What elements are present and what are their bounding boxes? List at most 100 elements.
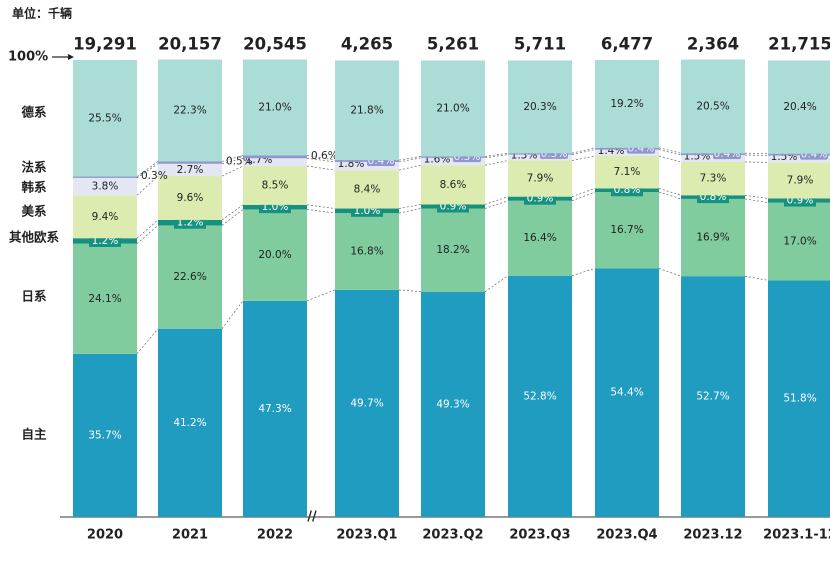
connector — [399, 204, 421, 208]
value-label: 16.8% — [350, 245, 383, 257]
total-label: 6,477 — [601, 35, 653, 54]
connector — [485, 276, 508, 292]
value-label: 16.7% — [610, 224, 643, 236]
value-label: 22.6% — [173, 271, 206, 283]
connector — [137, 220, 158, 238]
value-label: 0.6% — [311, 150, 338, 162]
arrow-head — [68, 54, 74, 60]
value-label: 51.8% — [783, 393, 816, 405]
value-label: 3.8% — [92, 181, 119, 193]
connector — [137, 329, 158, 354]
series-label: 法系 — [21, 160, 47, 175]
value-label: 8.5% — [262, 179, 289, 191]
connector — [399, 165, 421, 170]
value-label: 24.1% — [88, 293, 121, 305]
value-label: 20.4% — [783, 101, 816, 113]
total-label: 5,711 — [514, 35, 566, 54]
bar-segment — [158, 161, 222, 163]
value-label: 21.0% — [436, 102, 469, 114]
value-label: 7.9% — [787, 174, 814, 186]
unit-label: 单位：千辆 — [12, 6, 72, 21]
value-label: 49.7% — [350, 397, 383, 409]
connector — [572, 150, 595, 155]
connector — [572, 156, 595, 161]
value-label: 7.3% — [700, 173, 727, 185]
connector — [485, 197, 508, 205]
series-label: 美系 — [21, 204, 47, 219]
value-label: 35.7% — [88, 429, 121, 441]
connector — [659, 156, 681, 162]
value-label: 7.9% — [527, 173, 554, 185]
connector — [137, 225, 158, 243]
series-label: 德系 — [21, 105, 47, 120]
value-label: 8.6% — [440, 179, 467, 191]
value-label: 49.3% — [436, 398, 469, 410]
connector — [485, 155, 508, 158]
x-tick-label: 2023.Q4 — [596, 528, 657, 543]
value-label: 16.4% — [523, 232, 556, 244]
value-label: 21.0% — [258, 102, 291, 114]
value-label: 16.9% — [696, 232, 729, 244]
value-label: 54.4% — [610, 387, 643, 399]
value-label: 18.2% — [436, 244, 469, 256]
value-label: 25.5% — [88, 112, 121, 124]
x-tick-label: 2023.1-12 — [763, 528, 830, 543]
connector — [659, 192, 681, 199]
connector — [485, 161, 508, 166]
value-label: 52.8% — [523, 390, 556, 402]
x-tick-label: 2023.Q2 — [422, 528, 483, 543]
y-tick-label: 100% — [8, 50, 48, 65]
connector — [485, 153, 508, 156]
connector — [399, 156, 421, 160]
x-tick-label: 2020 — [87, 528, 123, 543]
connector — [659, 150, 681, 155]
series-label: 自主 — [21, 427, 47, 442]
value-label: 17.0% — [783, 235, 816, 247]
x-tick-label: 2023.Q1 — [336, 528, 397, 543]
total-label: 21,715 — [768, 35, 830, 54]
connector — [572, 188, 595, 196]
x-tick-label: 2023.Q3 — [509, 528, 570, 543]
connector — [659, 188, 681, 195]
series-label: 韩系 — [21, 180, 47, 195]
connector — [307, 209, 335, 213]
connector — [399, 290, 421, 292]
series-label: 其他欧系 — [9, 230, 60, 245]
connector — [745, 199, 768, 203]
x-tick-label: 2021 — [172, 528, 208, 543]
value-label: 2.7% — [177, 164, 204, 176]
value-label: 7.1% — [614, 166, 641, 178]
value-label: 21.8% — [350, 104, 383, 116]
value-label: 52.7% — [696, 391, 729, 403]
total-label: 4,265 — [341, 35, 393, 54]
connector — [307, 205, 335, 209]
connector — [659, 148, 681, 153]
value-label: 9.4% — [92, 211, 119, 223]
value-label: 20.5% — [696, 100, 729, 112]
value-label: 22.3% — [173, 104, 206, 116]
series-label: 日系 — [21, 289, 47, 304]
total-label: 5,261 — [427, 35, 479, 54]
connector — [399, 209, 421, 214]
connector — [572, 268, 595, 275]
value-label: 20.3% — [523, 101, 556, 113]
connector — [222, 301, 243, 329]
connector — [307, 166, 335, 170]
connector — [745, 276, 768, 280]
connector — [307, 290, 335, 301]
value-label: 9.6% — [177, 192, 204, 204]
value-label: 47.3% — [258, 403, 291, 415]
connector — [485, 201, 508, 209]
x-tick-label: 2023.12 — [683, 528, 742, 543]
bar-segment — [73, 177, 137, 178]
value-label: 8.4% — [354, 183, 381, 195]
connector — [399, 158, 421, 162]
bar-segment — [243, 156, 307, 159]
connector — [572, 192, 595, 201]
total-label: 19,291 — [73, 35, 137, 54]
total-label: 20,157 — [158, 35, 222, 54]
value-label: 0.3% — [141, 170, 168, 182]
value-label: 41.2% — [173, 417, 206, 429]
connector — [659, 268, 681, 276]
